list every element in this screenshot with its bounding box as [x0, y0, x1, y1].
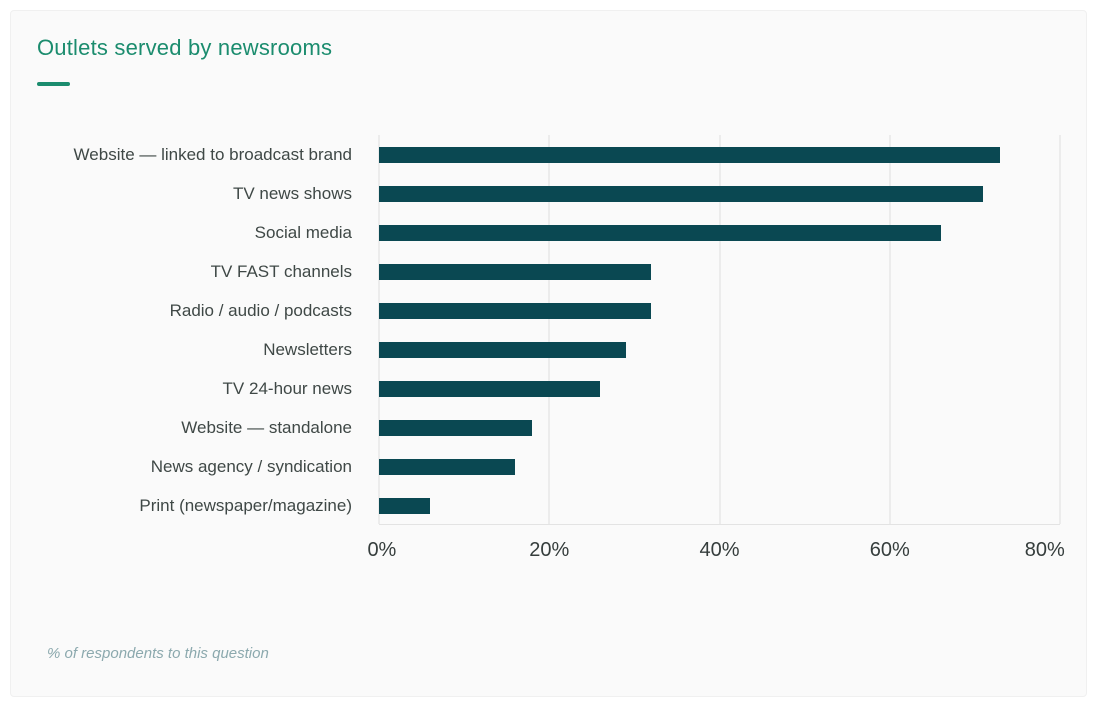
plot-gridlines	[378, 135, 1061, 525]
chart-row: Website — linked to broadcast brand	[37, 135, 1060, 174]
x-tick-label: 0%	[367, 539, 397, 561]
chart-row: News agency / syndication	[37, 447, 1060, 486]
chart-row: TV 24-hour news	[37, 369, 1060, 408]
chart-title: Outlets served by newsrooms	[37, 35, 333, 60]
chart-card: Outlets served by newsrooms Website — li…	[10, 10, 1087, 697]
bar-track	[379, 263, 1060, 280]
gridline	[548, 135, 551, 524]
x-tick-label: 60%	[869, 539, 910, 561]
title-underline-dash	[37, 82, 70, 86]
bar	[379, 458, 516, 475]
gridline	[718, 135, 721, 524]
gridline	[888, 135, 891, 524]
bar	[379, 263, 652, 280]
bar	[379, 185, 984, 202]
gridline	[1059, 135, 1061, 524]
category-label: TV FAST channels	[210, 261, 352, 281]
gridline	[378, 135, 380, 524]
chart-rows: Website — linked to broadcast brand TV ne…	[37, 135, 1061, 525]
chart-row: Website — standalone	[37, 408, 1060, 447]
bar-chart: Website — linked to broadcast brand TV ne…	[37, 135, 1065, 569]
category-label: TV news shows	[232, 183, 352, 203]
category-label: Social media	[254, 222, 352, 242]
bar-track	[379, 497, 1060, 514]
chart-row: Radio / audio / podcasts	[37, 291, 1060, 330]
bar	[379, 419, 533, 436]
bar-track	[379, 419, 1060, 436]
bar-track	[379, 146, 1060, 163]
category-label: News agency / syndication	[150, 456, 352, 476]
x-tick-label: 40%	[699, 539, 740, 561]
category-label: Website — linked to broadcast brand	[73, 144, 352, 164]
chart-row: Social media	[37, 213, 1060, 252]
chart-row: Newsletters	[37, 330, 1060, 369]
x-tick-label: 80%	[1024, 539, 1065, 561]
chart-row: TV FAST channels	[37, 252, 1060, 291]
x-tick-label: 20%	[529, 539, 570, 561]
bar-track	[379, 458, 1060, 475]
x-axis: 0% 20% 40% 60% 80%	[367, 539, 1064, 569]
bar-track	[379, 185, 1060, 202]
bar	[379, 224, 941, 241]
bar-track	[379, 341, 1060, 358]
bar-track	[379, 380, 1060, 397]
bar	[379, 497, 431, 514]
bar	[379, 380, 601, 397]
chart-footnote: % of respondents to this question	[47, 645, 269, 662]
chart-row: TV news shows	[37, 174, 1060, 213]
bar-track	[379, 302, 1060, 319]
category-label: TV 24-hour news	[222, 378, 352, 398]
category-label: Print (newspaper/magazine)	[139, 495, 352, 515]
bar-track	[379, 224, 1060, 241]
chart-row: Print (newspaper/magazine)	[37, 486, 1060, 525]
bar	[379, 146, 1001, 163]
bar	[379, 302, 652, 319]
category-label: Radio / audio / podcasts	[169, 300, 352, 320]
category-label: Newsletters	[263, 339, 352, 359]
category-label: Website — standalone	[181, 417, 352, 437]
bar	[379, 341, 626, 358]
